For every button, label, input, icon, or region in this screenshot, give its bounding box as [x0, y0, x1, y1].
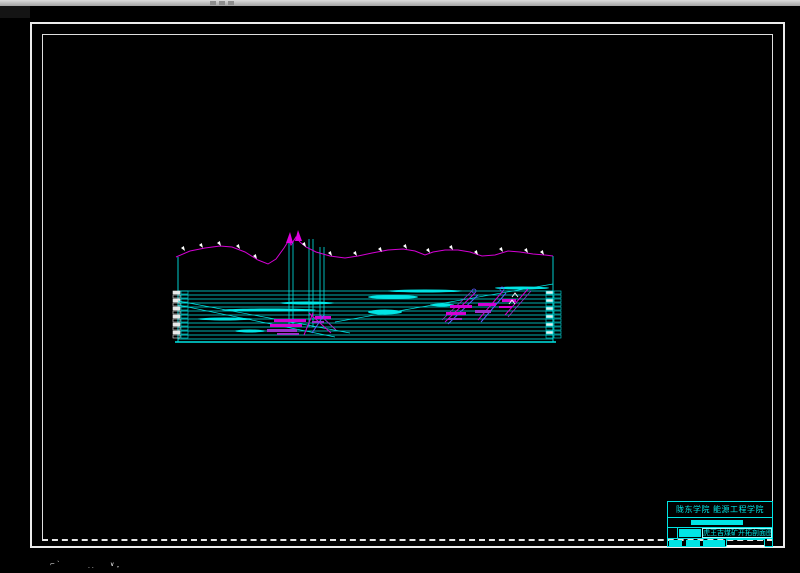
title-block-filled-cell — [679, 529, 701, 537]
drawing-title: 虎王吉煤矿开拓剖面图 — [702, 528, 772, 538]
arrow-icon — [508, 299, 516, 305]
stratigraphic-legend-columns — [172, 290, 562, 339]
title-block-filled-cell — [703, 540, 725, 547]
window-edge-strip — [0, 0, 800, 6]
title-block-outlined-cell — [726, 539, 765, 547]
title-block-row3: 虎王吉煤矿开拓剖面图 — [668, 528, 772, 539]
title-block-institution: 陇东学院 能源工程学院 — [668, 502, 772, 518]
strip-mark — [219, 1, 225, 5]
arrow-icon — [511, 292, 519, 298]
seam-lenses — [198, 286, 549, 333]
terrain-peak — [295, 230, 302, 241]
footer-glyph: ·· — [88, 565, 96, 572]
incline-workings — [441, 286, 532, 325]
hoist-loop-icon — [499, 286, 505, 292]
terrain-profile — [175, 230, 554, 265]
title-block-filled-cell — [686, 540, 700, 547]
title-block-filled-cell — [691, 520, 743, 525]
footer-glyph: ∨ˬ — [110, 561, 122, 568]
sheet-inner-border — [42, 34, 773, 541]
sheet-outer-border — [30, 22, 785, 548]
terrain-peak — [286, 232, 293, 243]
corner-shadow — [0, 6, 30, 18]
main-shafts — [288, 239, 325, 327]
strip-mark — [210, 1, 216, 5]
title-block: 陇东学院 能源工程学院 虎王吉煤矿开拓剖面图 — [667, 501, 773, 547]
title-block-empty-cell — [668, 528, 678, 538]
hoist-loop-icon — [471, 288, 477, 294]
title-block-filled-cell — [669, 540, 682, 547]
borehole-markers — [181, 241, 544, 259]
footer-glyph: ⌐` — [50, 561, 63, 568]
title-block-row4 — [668, 539, 772, 548]
cross-section-drawing — [172, 230, 562, 343]
title-block-row2 — [668, 518, 772, 528]
strip-mark — [228, 1, 234, 5]
shaft-bottom-workings — [267, 312, 337, 336]
seam-diagonals — [177, 283, 554, 338]
